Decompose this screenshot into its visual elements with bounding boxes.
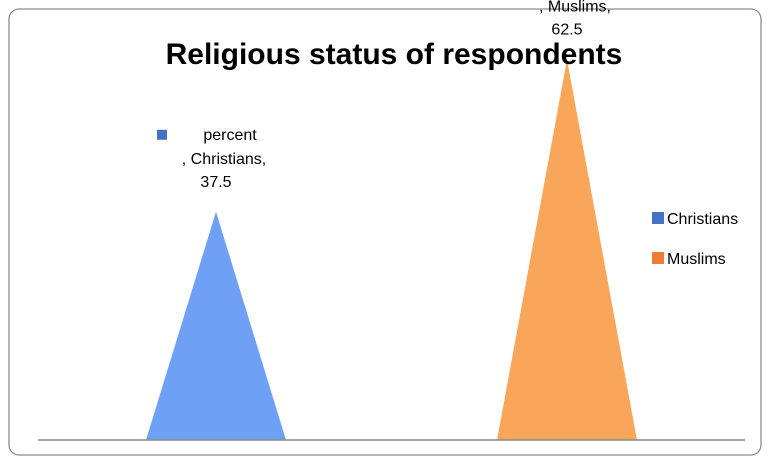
data-label-category: , Christians, xyxy=(182,151,266,168)
legend-key-christians xyxy=(652,212,664,224)
plot-area xyxy=(146,59,637,441)
legend-label-christians: Christians xyxy=(667,211,738,228)
data-labels: percent , Christians, 37.5percent , Muslims… xyxy=(157,0,611,191)
legend-label-muslims: Muslims xyxy=(667,251,726,268)
data-label-muslims: percent, Muslims,62.5 xyxy=(539,0,611,39)
chart-border xyxy=(8,8,762,456)
legend: Christians Muslims xyxy=(652,211,738,268)
cone-christians xyxy=(146,211,286,440)
data-label-series: percent xyxy=(203,127,257,144)
cone-muslims xyxy=(497,59,637,441)
data-label-value: 37.5 xyxy=(200,174,231,191)
chart-title: Religious status of respondents xyxy=(166,38,623,71)
legend-key-muslims xyxy=(652,252,664,264)
data-label-value: 62.5 xyxy=(551,22,582,39)
data-label-category: , Muslims, xyxy=(539,0,611,16)
data-label-key xyxy=(157,129,167,140)
data-label-christians: percent , Christians, 37.5 xyxy=(157,127,266,191)
